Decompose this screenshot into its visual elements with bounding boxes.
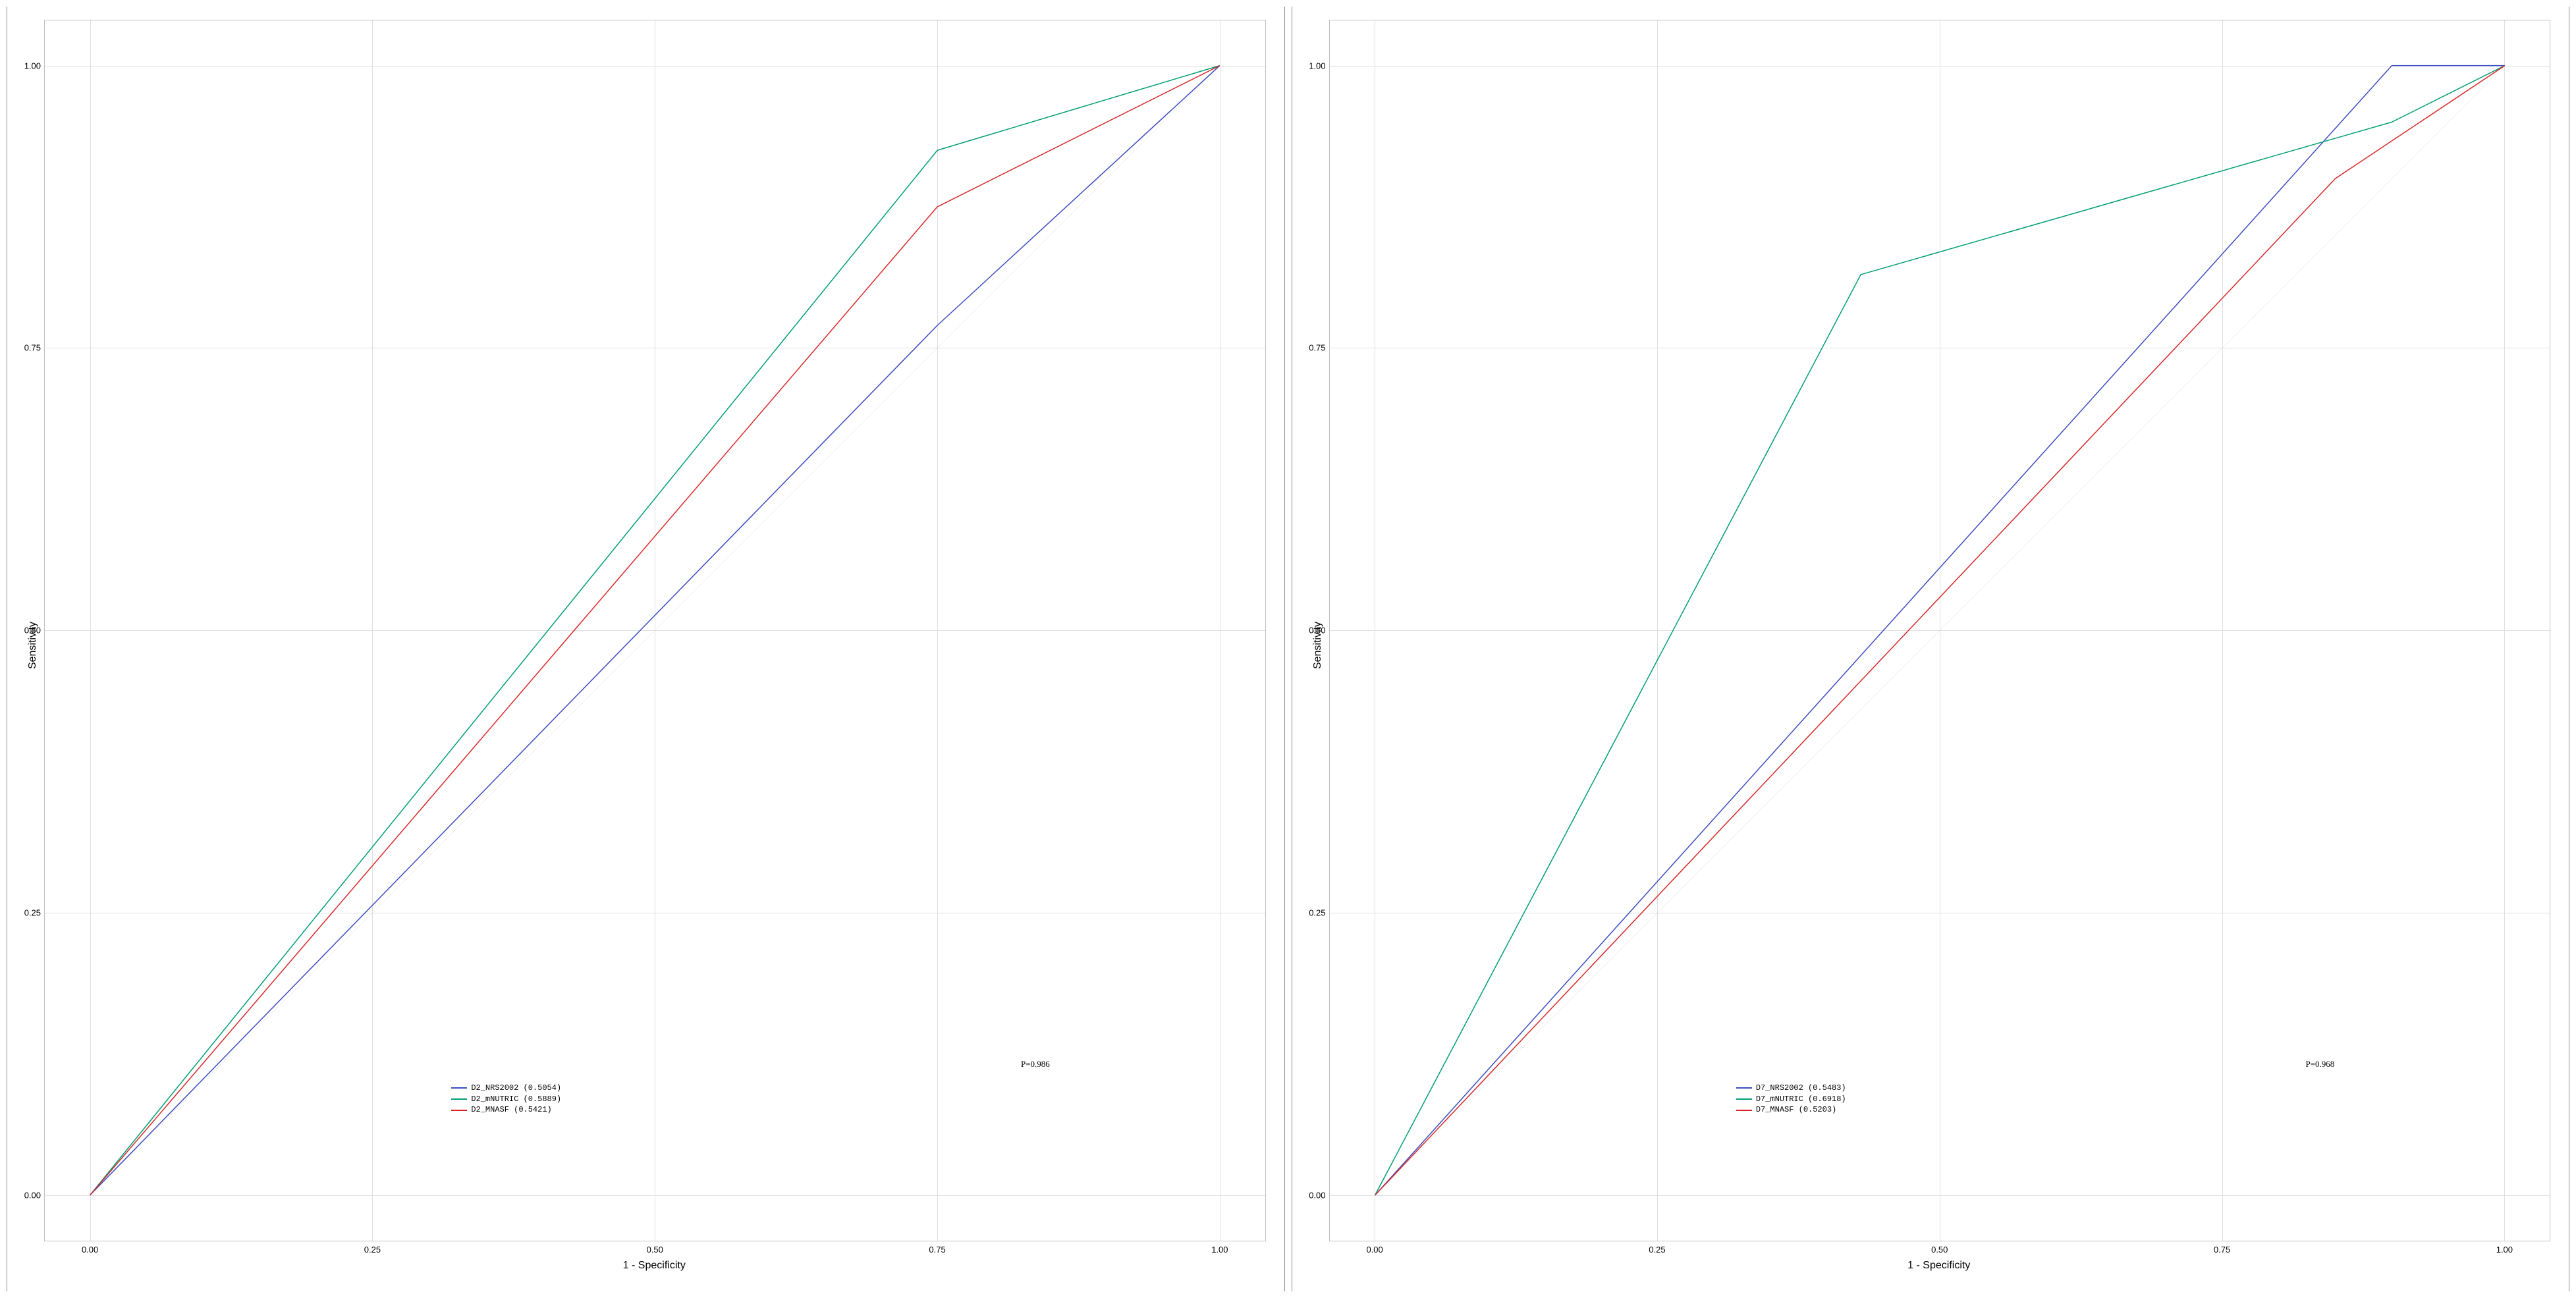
x-tick-label: 0.50: [647, 1241, 663, 1255]
x-axis-label: 1 - Specificity: [44, 1260, 1265, 1272]
x-tick-label: 0.25: [364, 1241, 381, 1255]
roc-svg: [45, 20, 1265, 1241]
y-tick-label: 0.25: [1309, 908, 1329, 918]
legend-label: D7_NRS2002 (0.5483): [1756, 1083, 1846, 1094]
legend: D2_NRS2002 (0.5054)D2_mNUTRIC (0.5889)D2…: [447, 1080, 565, 1118]
legend-swatch: [1736, 1110, 1752, 1111]
legend-item: D2_MNASF (0.5421): [451, 1104, 561, 1116]
y-tick-label: 0.75: [1309, 343, 1329, 353]
plot-and-axes-left: 0.000.000.250.250.500.500.750.751.001.00…: [44, 20, 1265, 1272]
x-tick-label: 0.75: [2214, 1241, 2230, 1255]
y-tick-label: 0.00: [24, 1190, 45, 1200]
roc-panel-d7: Sensitivity 0.000.000.250.250.500.500.75…: [1292, 7, 2570, 1291]
x-tick-label: 1.00: [1211, 1241, 1228, 1255]
p-value-annotation: P=0.986: [1021, 1059, 1050, 1069]
plot-area-left: 0.000.000.250.250.500.500.750.751.001.00…: [44, 20, 1266, 1241]
legend-item: D2_mNUTRIC (0.5889): [451, 1094, 561, 1105]
legend-label: D2_mNUTRIC (0.5889): [471, 1094, 561, 1105]
legend-label: D7_mNUTRIC (0.6918): [1756, 1094, 1846, 1105]
legend-item: D7_NRS2002 (0.5483): [1736, 1083, 1846, 1094]
plot-area-right: 0.000.000.250.250.500.500.750.751.001.00…: [1329, 20, 2551, 1241]
x-tick-label: 0.75: [929, 1241, 945, 1255]
roc-panel-d2: Sensitivity 0.000.000.250.250.500.500.75…: [7, 7, 1285, 1291]
y-tick-label: 0.00: [1309, 1190, 1329, 1200]
legend-label: D2_MNASF (0.5421): [471, 1104, 551, 1116]
y-tick-label: 0.75: [24, 343, 45, 353]
figure-container: Sensitivity 0.000.000.250.250.500.500.75…: [0, 0, 2576, 1298]
legend-swatch: [451, 1110, 467, 1111]
legend-swatch: [451, 1098, 467, 1100]
y-tick-label: 0.50: [24, 626, 45, 635]
x-tick-label: 0.25: [1649, 1241, 1665, 1255]
p-value-annotation: P=0.968: [2306, 1059, 2335, 1069]
x-tick-label: 0.00: [82, 1241, 98, 1255]
y-tick-label: 0.50: [1309, 626, 1329, 635]
legend-label: D2_NRS2002 (0.5054): [471, 1083, 561, 1094]
legend-item: D2_NRS2002 (0.5054): [451, 1083, 561, 1094]
legend-swatch: [451, 1087, 467, 1089]
legend-swatch: [1736, 1087, 1752, 1089]
x-tick-label: 1.00: [2496, 1241, 2513, 1255]
reference-diagonal: [90, 66, 1220, 1195]
chart-wrap-right: Sensitivity 0.000.000.250.250.500.500.75…: [1312, 20, 2550, 1272]
legend-label: D7_MNASF (0.5203): [1756, 1104, 1836, 1116]
x-axis-label: 1 - Specificity: [1329, 1260, 2550, 1272]
y-tick-label: 1.00: [24, 61, 45, 70]
legend: D7_NRS2002 (0.5483)D7_mNUTRIC (0.6918)D7…: [1732, 1080, 1850, 1118]
legend-item: D7_mNUTRIC (0.6918): [1736, 1094, 1846, 1105]
legend-swatch: [1736, 1098, 1752, 1100]
plot-and-axes-right: 0.000.000.250.250.500.500.750.751.001.00…: [1329, 20, 2550, 1272]
y-tick-label: 1.00: [1309, 61, 1329, 70]
y-tick-label: 0.25: [24, 908, 45, 918]
chart-wrap-left: Sensitivity 0.000.000.250.250.500.500.75…: [27, 20, 1265, 1272]
x-tick-label: 0.50: [1931, 1241, 1948, 1255]
x-tick-label: 0.00: [1366, 1241, 1383, 1255]
legend-item: D7_MNASF (0.5203): [1736, 1104, 1846, 1116]
roc-svg: [1330, 20, 2550, 1241]
reference-diagonal: [1375, 66, 2504, 1195]
